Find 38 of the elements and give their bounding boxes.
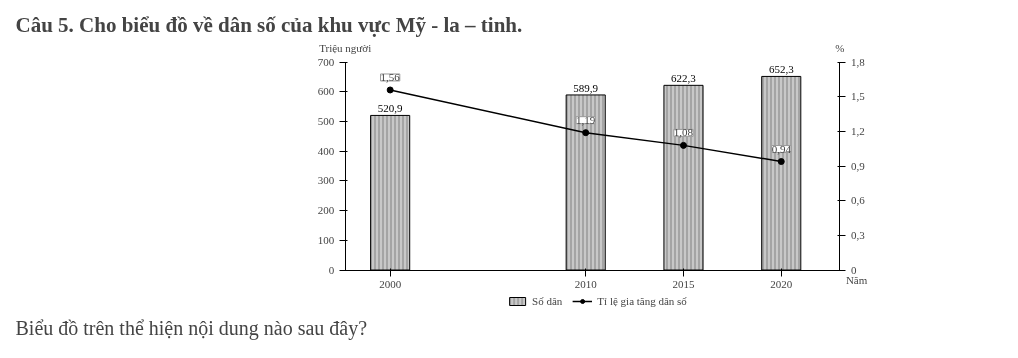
data-label: 652,3 <box>768 63 795 76</box>
data-label: 589,9 <box>573 81 599 94</box>
y2-tick-label: 1,2 <box>850 125 865 138</box>
text: Biểu đồ trên thể hiện nội dung nào sau đây? <box>15 316 368 340</box>
chart-title: Câu 5. Cho biểu đồ về dân số của khu vực Mỹ - la – tinh. <box>15 12 523 37</box>
x-tick-label: 2010 <box>574 278 598 291</box>
data-label: 622,3 <box>671 72 697 85</box>
legend-label: Tỉ lệ gia tăng dân số <box>597 295 687 307</box>
x-axis-title: Năm <box>845 274 868 287</box>
data-label: 1,19 <box>576 113 596 126</box>
y2-tick-label: 1,5 <box>850 90 866 103</box>
y-tick-label: 600 <box>317 85 335 98</box>
data-label: 1,08 <box>673 126 694 139</box>
y-tick-label: 200 <box>317 204 335 217</box>
y-tick-label: 700 <box>317 55 335 68</box>
y-tick-label: 500 <box>317 115 335 128</box>
point <box>582 129 590 137</box>
y-axis-title: Triệu người <box>319 42 372 55</box>
x-tick-label: 2020 <box>770 278 793 291</box>
y-tick-label: 100 <box>317 233 335 246</box>
data-label: 1,56 <box>380 70 401 83</box>
y2-tick-label: 0,9 <box>850 159 866 172</box>
y-tick-label: 0 <box>328 263 335 276</box>
x-tick-label: 2000 <box>379 278 402 291</box>
data-label: 520,9 <box>377 102 404 115</box>
y2-tick-label: 0 <box>850 263 857 276</box>
y2-tick-label: 0,3 <box>850 228 866 241</box>
point <box>679 141 687 149</box>
x-tick-label: 2015 <box>672 278 695 291</box>
y2-axis-title: % <box>835 42 845 55</box>
data-label: 0,94 <box>771 142 792 155</box>
point <box>777 158 785 166</box>
y2-tick-label: 1,8 <box>850 55 866 68</box>
y-tick-label: 400 <box>317 144 335 157</box>
legend-label: Số dân <box>532 295 563 307</box>
point <box>386 86 394 94</box>
y-tick-label: 300 <box>317 174 335 187</box>
y2-tick-label: 0,6 <box>850 194 866 207</box>
